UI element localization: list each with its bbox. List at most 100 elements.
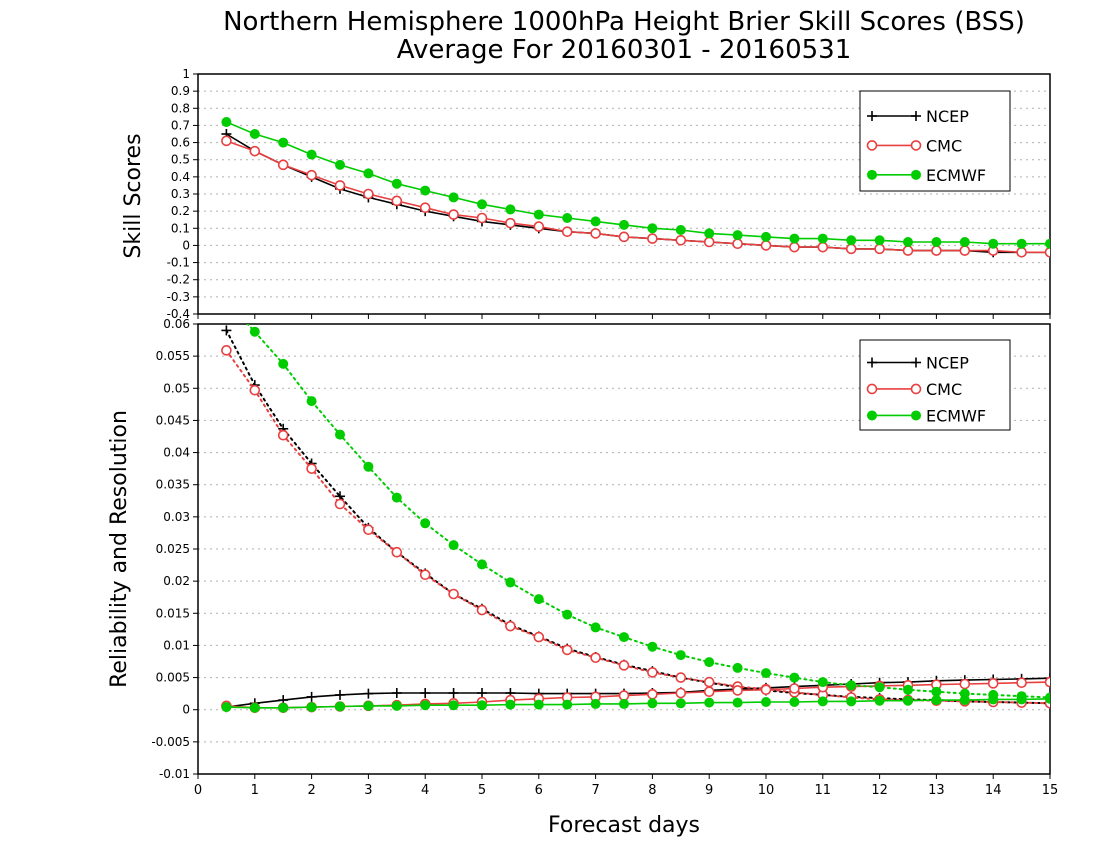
series-line: [226, 677, 1050, 708]
data-point: [903, 695, 913, 706]
data-point: [477, 559, 487, 570]
series-line: [226, 698, 1050, 709]
legend-marker: [867, 357, 877, 368]
data-point: [363, 688, 374, 699]
y-tick-label: 0.3: [171, 187, 190, 201]
data-point: [505, 620, 516, 632]
data-point: [845, 243, 857, 255]
data-point: [618, 231, 630, 243]
data-point: [476, 604, 488, 616]
legend-label: CMC: [926, 136, 962, 155]
data-point: [562, 699, 573, 710]
y-tick-label: 0.03: [163, 510, 190, 524]
x-tick-label: 9: [705, 783, 713, 798]
y-tick-label: 0.055: [156, 349, 190, 363]
data-point: [277, 159, 289, 171]
data-point: [306, 396, 317, 407]
y-tick-label: 0.2: [171, 204, 190, 218]
legend: NCEP CMC ECMWF: [859, 90, 1011, 192]
plot-frame: [197, 323, 1051, 775]
data-point: [846, 235, 857, 246]
data-point: [760, 684, 772, 696]
data-point: [988, 238, 999, 249]
data-point: [533, 699, 544, 710]
data-point: [761, 668, 771, 679]
data-point: [505, 577, 516, 588]
legend: NCEP CMC ECMWF: [859, 339, 1011, 431]
y-tick-label: 0.7: [171, 118, 190, 132]
data-point: [448, 688, 459, 698]
data-point: [619, 219, 629, 230]
data-point: [306, 463, 317, 474]
data-point: [732, 685, 743, 696]
y-tick-label: 0.02: [163, 574, 190, 588]
data-point: [533, 209, 544, 220]
data-point: [647, 688, 658, 700]
data-point: [335, 689, 345, 700]
legend-entry-ecmwf: ECMWF: [867, 406, 986, 425]
data-point: [703, 686, 715, 698]
legend-label: CMC: [926, 380, 962, 399]
data-point: [249, 326, 260, 337]
data-point: [562, 213, 573, 223]
data-point: [704, 697, 715, 708]
data-point: [675, 650, 686, 661]
data-point: [789, 672, 800, 683]
legend-label: NCEP: [926, 354, 969, 373]
data-point: [249, 129, 260, 139]
legend-entry-ecmwf: ECMWF: [867, 166, 986, 185]
y-tick-label: 0.9: [171, 84, 190, 98]
legend-entry-ncep: NCEP: [867, 107, 969, 126]
legend-marker: [867, 169, 877, 180]
data-point: [335, 159, 345, 170]
data-point: [363, 700, 374, 711]
y-tick-label: -0.4: [167, 307, 190, 321]
data-point: [249, 702, 260, 713]
legend-marker: [910, 383, 922, 395]
data-point: [761, 231, 771, 242]
data-point: [1016, 677, 1027, 689]
data-point: [278, 137, 289, 148]
legend-marker: [867, 111, 877, 121]
plot-frame: [197, 73, 1051, 315]
data-point: [249, 384, 261, 396]
data-point: [419, 202, 431, 214]
data-point: [1045, 238, 1050, 249]
data-point: [647, 641, 658, 652]
y-tick-label: 0.05: [163, 381, 190, 395]
data-point: [419, 569, 431, 581]
y-tick-label: -0.005: [151, 735, 190, 749]
data-point: [732, 662, 743, 673]
skill-scores-panel: -0.4 -0.3 -0.2 -0.1 0 0.1 0.2 0.3 0.4 0.5 0.6 0.7 0.…: [167, 67, 1051, 321]
x-tick-label: 6: [535, 783, 543, 798]
data-point: [704, 228, 715, 239]
data-point: [988, 694, 999, 705]
x-tick-label: 0: [194, 783, 202, 798]
data-point: [420, 518, 431, 529]
data-point: [675, 687, 687, 699]
data-point: [959, 695, 970, 706]
reliability-resolution-panel: -0.01 -0.005 0 0.005 0.01 0.015 0.02 0.025 0.03 0…: [151, 317, 1058, 798]
data-point: [874, 235, 885, 246]
data-point: [959, 678, 971, 690]
legend-marker: [911, 111, 921, 121]
data-point: [448, 700, 459, 711]
y-tick-label: 0.04: [163, 446, 190, 460]
y-tick-label: 0.005: [156, 671, 190, 685]
data-point: [1016, 246, 1027, 258]
y-tick-label: 0.06: [163, 317, 190, 331]
data-point: [277, 429, 289, 441]
data-point: [391, 688, 402, 698]
data-point: [533, 631, 545, 643]
data-point: [590, 652, 601, 663]
data-point: [760, 240, 772, 251]
data-point: [1016, 694, 1027, 705]
data-point: [505, 699, 516, 710]
data-point: [391, 178, 402, 189]
x-tick-label: 14: [985, 783, 1002, 798]
data-point: [221, 345, 232, 356]
y-tick-label: 0.045: [156, 413, 190, 427]
y-tick-label: 1: [182, 67, 190, 81]
data-point: [903, 684, 913, 695]
